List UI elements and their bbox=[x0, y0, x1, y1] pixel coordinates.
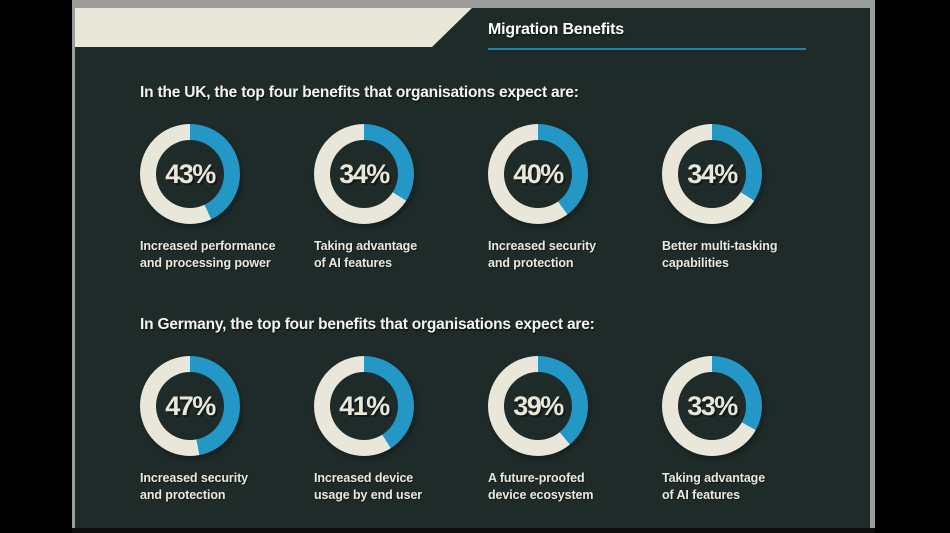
donut-hole: 34% bbox=[678, 140, 746, 208]
donut-hole: 40% bbox=[504, 140, 572, 208]
donut-chart: 41% bbox=[314, 356, 414, 456]
donut-chart: 40% bbox=[488, 124, 588, 224]
slide: Migration Benefits In the UK, the top fo… bbox=[75, 8, 870, 528]
stat-card: 34% Taking advantage of AI features bbox=[314, 124, 488, 272]
stat-label: Increased security and protection bbox=[488, 239, 596, 270]
donut-chart: 43% bbox=[140, 124, 240, 224]
stat-card: 39% A future-proofed device ecosystem bbox=[488, 356, 662, 504]
frame-bottom-strip bbox=[72, 528, 875, 533]
stat-label: Increased security and protection bbox=[140, 471, 248, 502]
donut-chart: 47% bbox=[140, 356, 240, 456]
stat-card: 34% Better multi-tasking capabilities bbox=[662, 124, 836, 272]
section-heading-uk: In the UK, the top four benefits that or… bbox=[140, 84, 579, 101]
stat-card: 40% Increased security and protection bbox=[488, 124, 662, 272]
stat-label: Better multi-tasking capabilities bbox=[662, 239, 778, 270]
donut-percentage: 41% bbox=[339, 390, 390, 421]
donut-chart: 39% bbox=[488, 356, 588, 456]
stat-row-uk: 43% Increased performance and processing… bbox=[140, 124, 840, 272]
stat-card: 41% Increased device usage by end user bbox=[314, 356, 488, 504]
donut-percentage: 47% bbox=[165, 390, 216, 421]
stat-label: A future-proofed device ecosystem bbox=[488, 471, 594, 502]
stat-card: 47% Increased security and protection bbox=[140, 356, 314, 504]
donut-percentage: 43% bbox=[165, 158, 216, 189]
donut-percentage: 34% bbox=[339, 158, 390, 189]
stat-label: Taking advantage of AI features bbox=[314, 239, 418, 270]
title-underline bbox=[488, 48, 806, 50]
donut-chart: 33% bbox=[662, 356, 762, 456]
section-uk: In the UK, the top four benefits that or… bbox=[140, 84, 840, 272]
donut-chart: 34% bbox=[314, 124, 414, 224]
donut-hole: 47% bbox=[156, 372, 224, 440]
header-banner-shape bbox=[75, 8, 472, 47]
donut-hole: 43% bbox=[156, 140, 224, 208]
donut-percentage: 40% bbox=[513, 158, 564, 189]
donut-hole: 34% bbox=[330, 140, 398, 208]
stat-card: 33% Taking advantage of AI features bbox=[662, 356, 836, 504]
stat-card: 43% Increased performance and processing… bbox=[140, 124, 314, 272]
donut-hole: 33% bbox=[678, 372, 746, 440]
section-heading-germany: In Germany, the top four benefits that o… bbox=[140, 316, 595, 333]
donut-percentage: 34% bbox=[687, 158, 738, 189]
stat-label: Increased performance and processing pow… bbox=[140, 239, 276, 270]
stat-label: Taking advantage of AI features bbox=[662, 471, 766, 502]
donut-percentage: 33% bbox=[687, 390, 738, 421]
stat-row-germany: 47% Increased security and protection 41… bbox=[140, 356, 840, 504]
page-title: Migration Benefits bbox=[488, 21, 624, 38]
donut-percentage: 39% bbox=[513, 390, 564, 421]
slide-frame: Migration Benefits In the UK, the top fo… bbox=[72, 0, 875, 533]
donut-hole: 39% bbox=[504, 372, 572, 440]
stat-label: Increased device usage by end user bbox=[314, 471, 423, 502]
section-germany: In Germany, the top four benefits that o… bbox=[140, 316, 840, 504]
donut-chart: 34% bbox=[662, 124, 762, 224]
donut-hole: 41% bbox=[330, 372, 398, 440]
